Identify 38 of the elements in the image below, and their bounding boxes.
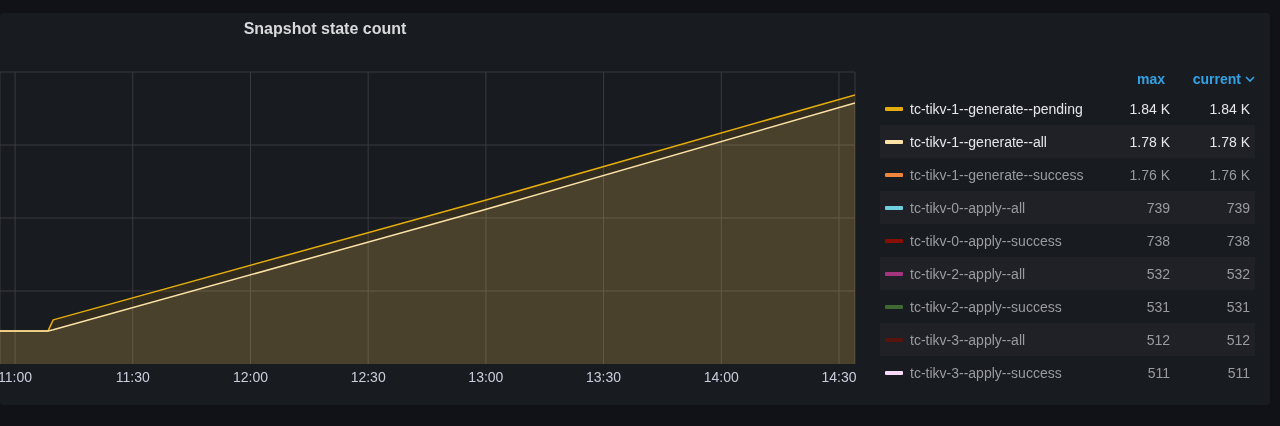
text: 1.76 K xyxy=(1208,166,1251,183)
legend-label: tc-tikv-1--generate--success xyxy=(910,166,1085,183)
x-tick-label: 14:00 xyxy=(703,368,740,385)
text: 739 xyxy=(1145,199,1170,216)
text: 1.76 K xyxy=(1128,166,1170,183)
text: 532 xyxy=(1145,265,1170,282)
x-tick-label: 13:00 xyxy=(468,368,504,385)
legend-label: tc-tikv-2--apply--success xyxy=(910,298,1063,315)
text: 1.78 K xyxy=(1208,133,1251,150)
text: 1.84 K xyxy=(1128,100,1170,117)
text: current xyxy=(1192,71,1241,87)
legend-label: tc-tikv-2--apply--all xyxy=(910,265,1027,282)
x-tick-label: 12:30 xyxy=(350,368,386,385)
x-tick-label: 11:30 xyxy=(115,368,150,385)
legend-label: tc-tikv-1--generate--pending xyxy=(910,100,1084,117)
legend-label: tc-tikv-0--apply--success xyxy=(910,232,1063,249)
text: 1.84 K xyxy=(1208,100,1251,117)
legend-label: tc-tikv-3--apply--all xyxy=(910,331,1027,348)
x-tick-label: 13:30 xyxy=(586,368,622,385)
text: 739 xyxy=(1225,199,1251,216)
legend-label: tc-tikv-1--generate--all xyxy=(910,133,1048,150)
text: max xyxy=(1135,71,1165,87)
text: 1.78 K xyxy=(1128,133,1170,150)
chart-title: Snapshot state count xyxy=(242,20,408,38)
text: 738 xyxy=(1225,232,1251,249)
text: 511 xyxy=(1146,364,1170,381)
legend-label: tc-tikv-3--apply--success xyxy=(910,364,1063,381)
text: 511 xyxy=(1226,364,1251,381)
text: 531 xyxy=(1145,298,1170,315)
text: 532 xyxy=(1225,265,1251,282)
text: 512 xyxy=(1225,331,1251,348)
x-tick-label: 12:00 xyxy=(232,368,269,385)
x-tick-label: 14:30 xyxy=(821,368,857,385)
legend-label: tc-tikv-0--apply--all xyxy=(910,199,1027,216)
text: 531 xyxy=(1225,298,1251,315)
x-tick-label: 11:00 xyxy=(0,368,33,385)
text: 512 xyxy=(1145,331,1170,348)
text: 738 xyxy=(1145,232,1170,249)
